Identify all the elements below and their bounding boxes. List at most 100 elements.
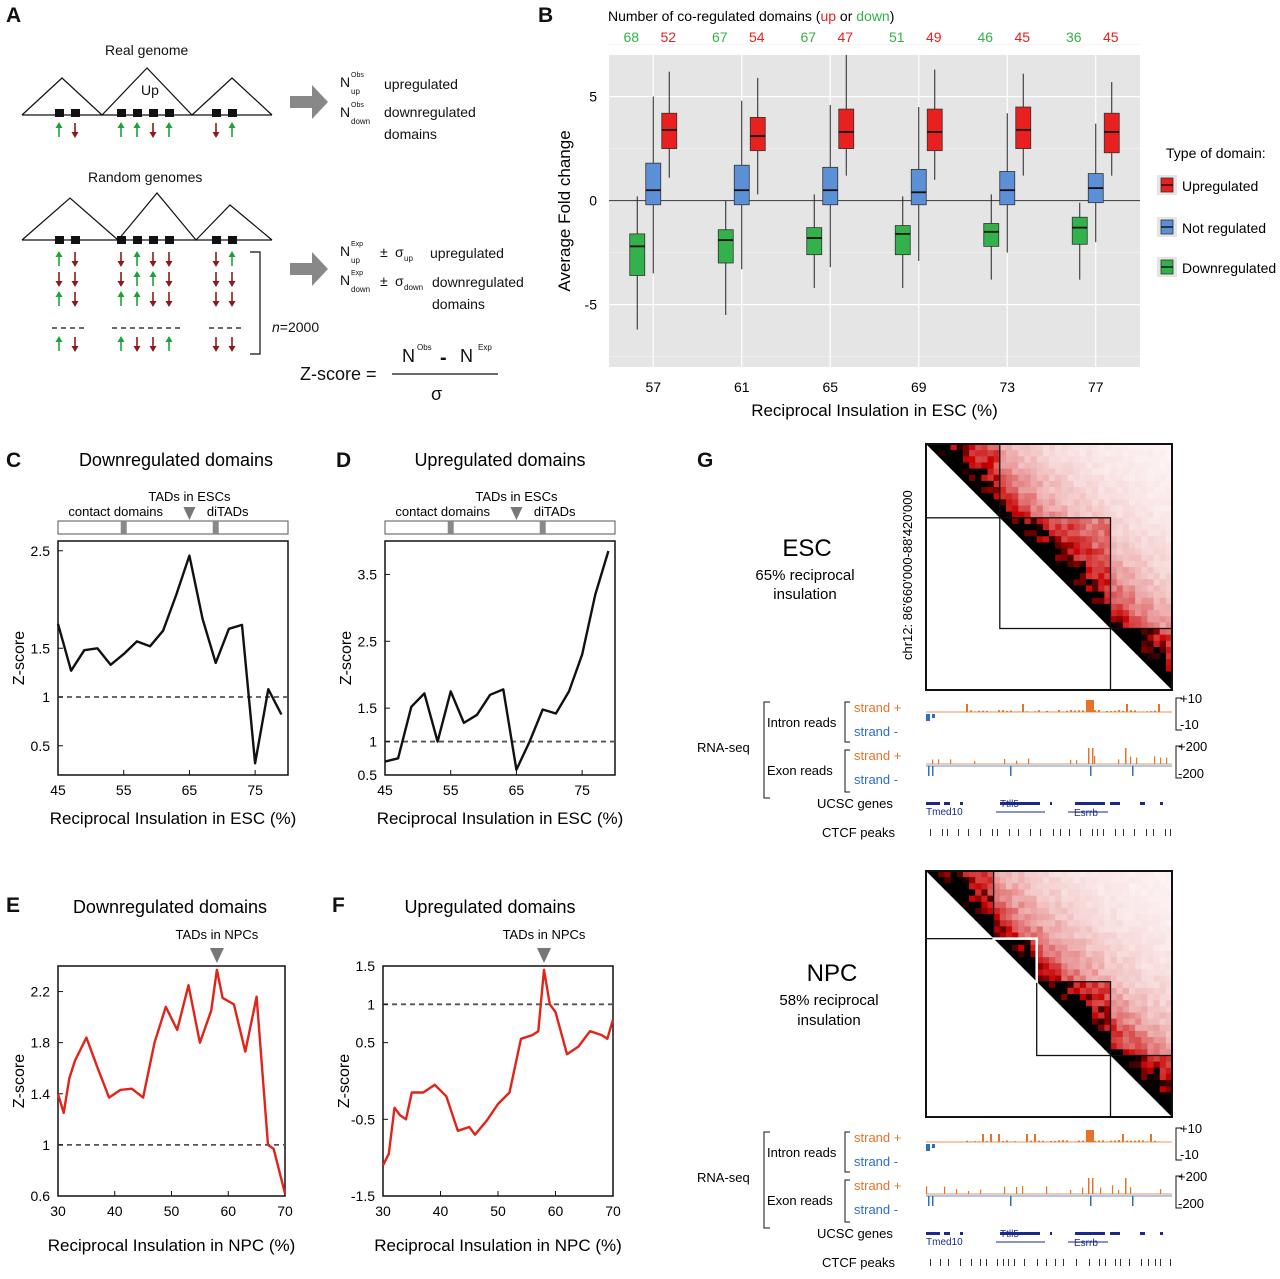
ctcf-peak [1123, 829, 1124, 836]
hic-cell [1135, 579, 1142, 586]
hic-cell [1018, 920, 1025, 927]
hic-cell [1123, 969, 1130, 976]
ctcf-peak [971, 1259, 972, 1266]
hic-cell [1154, 659, 1161, 666]
hic-cell [1098, 604, 1105, 611]
hic-cell [1160, 883, 1167, 890]
hic-cell [1006, 475, 1013, 482]
hic-cell [1037, 902, 1044, 909]
hic-cell [1135, 1000, 1142, 1007]
hic-cell [1135, 1068, 1142, 1075]
hic-cell [1135, 647, 1142, 654]
hic-cell [1123, 889, 1130, 896]
hic-cell [1129, 877, 1136, 884]
hic-cell [1117, 635, 1124, 642]
exon-bracket [845, 750, 850, 792]
hic-cell [1117, 512, 1124, 519]
hic-cell [1024, 493, 1031, 500]
ctcf-peak [986, 1259, 987, 1266]
hic-cell [1141, 549, 1148, 556]
hic-cell [1098, 469, 1105, 476]
tads-label: TADs in ESCs [148, 489, 231, 504]
hic-cell [1147, 567, 1154, 574]
hic-cell [1129, 635, 1136, 642]
hic-cell [1123, 616, 1130, 623]
hic-cell [1086, 462, 1093, 469]
hic-cell [1160, 592, 1167, 599]
hic-cell [1129, 598, 1136, 605]
hic-cell [1111, 585, 1118, 592]
ctcf-peak [960, 1259, 961, 1266]
hic-cell [1111, 573, 1118, 580]
hic-cell [1117, 524, 1124, 531]
hic-cell [1129, 481, 1136, 488]
hic-cell [1055, 914, 1062, 921]
hic-cell [1092, 994, 1099, 1001]
hic-cell [1061, 555, 1068, 562]
hic-cell [969, 481, 976, 488]
hic-cell [975, 475, 982, 482]
exon-plus-bar [926, 1186, 927, 1194]
gene-block [1050, 1232, 1052, 1235]
hic-cell [1086, 592, 1093, 599]
hic-cell [1049, 567, 1056, 574]
hic-cell [1160, 524, 1167, 531]
ctcf-peak [1115, 829, 1116, 836]
hic-cell [1080, 926, 1087, 933]
hic-cell [1086, 908, 1093, 915]
hic-cell [1067, 549, 1074, 556]
hic-cell [1104, 450, 1111, 457]
ctcf-peak [1037, 1259, 1038, 1266]
hic-cell [1147, 951, 1154, 958]
exp-domains-label: domains [432, 296, 485, 312]
hic-cell [1129, 883, 1136, 890]
intron-plus-bar [1018, 711, 1020, 712]
hic-cells [926, 871, 1173, 1118]
hic-cell [1147, 641, 1154, 648]
hic-cell [994, 908, 1001, 915]
hic-cell [981, 883, 988, 890]
hic-cell [1086, 536, 1093, 543]
box-upregulated [750, 117, 765, 150]
chart-title: Downregulated domains [73, 897, 267, 917]
hic-cell [1123, 1068, 1130, 1075]
npc-subtitle-1: 58% reciprocal [779, 992, 878, 1009]
hic-cell [1135, 653, 1142, 660]
hic-cell [1098, 585, 1105, 592]
hic-cell [1129, 1037, 1136, 1044]
hic-cell [1160, 1062, 1167, 1069]
legend-title: Type of domain: [1166, 145, 1266, 161]
hic-cell [1147, 573, 1154, 580]
hic-cell [1006, 926, 1013, 933]
hic-cell [1160, 1025, 1167, 1032]
hic-cell [1154, 1031, 1161, 1038]
hic-cell [1160, 957, 1167, 964]
hic-cell [1141, 598, 1148, 605]
hic-cell [1129, 456, 1136, 463]
hic-cell [1147, 653, 1154, 660]
hic-cell [1129, 889, 1136, 896]
hic-cell [1024, 957, 1031, 964]
hic-cell [1098, 499, 1105, 506]
hic-cell [1037, 542, 1044, 549]
hic-cell [1160, 573, 1167, 580]
hic-cell [1031, 493, 1038, 500]
exon-label: Exon reads [767, 763, 833, 778]
panel-label-c: C [6, 449, 21, 472]
hic-cell [1086, 1000, 1093, 1007]
hic-cell [1141, 1086, 1148, 1093]
hic-cell [1123, 914, 1130, 921]
hic-cell [1061, 883, 1068, 890]
y-tick-label: 2.5 [358, 633, 378, 649]
y-tick-label: -5 [585, 297, 598, 313]
hic-cell [1123, 635, 1130, 642]
x-tick-label: 65 [822, 379, 838, 395]
hic-cell [1092, 481, 1099, 488]
hic-cell [1111, 994, 1118, 1001]
random-arrow-head [150, 271, 157, 277]
hic-cell [1111, 1056, 1118, 1063]
hic-cell [1061, 920, 1068, 927]
hic-cell [981, 902, 988, 909]
